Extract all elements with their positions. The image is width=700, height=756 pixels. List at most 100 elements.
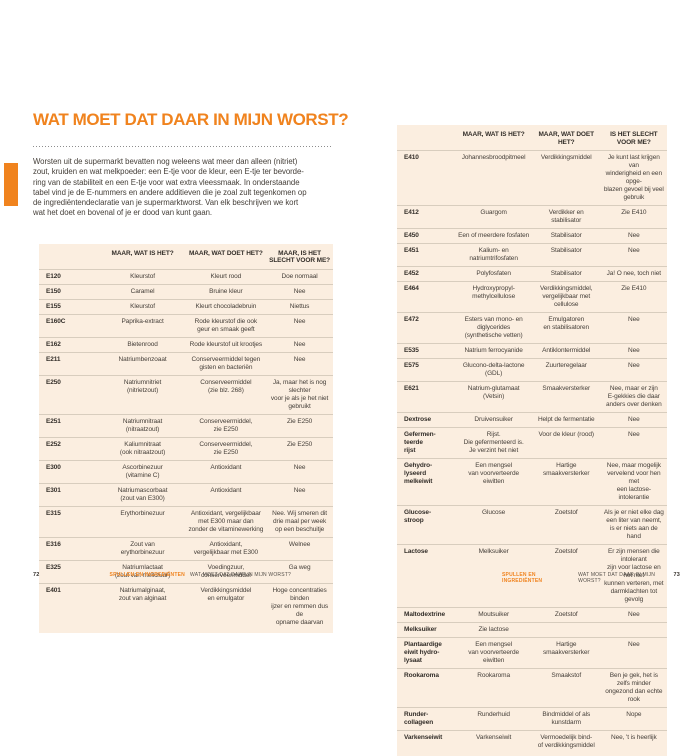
- additive-name-cell: Melksuiker: [397, 623, 455, 638]
- left-page: WAT MOET DAT DAAR IN MIJN WORST? Worsten…: [33, 110, 333, 633]
- table-cell: Guargom: [455, 206, 531, 229]
- additive-name-cell: Plantaardige eiwit hydro- lysaat: [397, 638, 455, 669]
- table-cell: Antioxidant, vergelijkbaar met E300 maar…: [186, 506, 267, 537]
- table-cell: Zie E410: [601, 282, 667, 313]
- table-cell: Natriumnitraat (nitraatzout): [100, 414, 186, 437]
- additive-name-cell: Dextrose: [397, 413, 455, 428]
- additive-name-cell: E162: [39, 337, 100, 352]
- additive-name-cell: E155: [39, 299, 100, 314]
- table-cell: Verdikkingsmiddel: [532, 151, 601, 206]
- table-cell: Antioxidant: [186, 483, 267, 506]
- additive-name-cell: E621: [397, 382, 455, 413]
- table-cell: Nee: [601, 244, 667, 267]
- column-header: IS HET SLECHT VOOR ME?: [601, 125, 667, 151]
- page-number: 72: [33, 572, 40, 578]
- table-cell: Nee: [266, 284, 333, 299]
- table-cell: Natriumnitriet (nitrietzout): [100, 375, 186, 414]
- table-cell: Varkenseiwit: [455, 731, 531, 756]
- footer-chapter-label: WAT MOET DAT DAAR IN MIJN WORST?: [578, 572, 673, 584]
- additive-name-cell: Rookaroma: [397, 669, 455, 708]
- table-cell: Verdikker en stabilisator: [532, 206, 601, 229]
- additive-name-cell: E451: [397, 244, 455, 267]
- additives-table-right: MAAR, WAT IS HET?MAAR, WAT DOET HET?IS H…: [397, 125, 667, 756]
- additive-name-cell: E450: [397, 229, 455, 244]
- table-cell: Natriumascorbaat (zout van E300): [100, 483, 186, 506]
- table-cell: Helpt de fermentatie: [532, 413, 601, 428]
- table-cell: Nope: [601, 708, 667, 731]
- table-cell: Glucose: [455, 506, 531, 545]
- table-cell: Een of meerdere fosfaten: [455, 229, 531, 244]
- table-cell: Erythorbinezuur: [100, 506, 186, 537]
- column-header: MAAR, WAT IS HET?: [100, 244, 186, 270]
- right-page: MAAR, WAT IS HET?MAAR, WAT DOET HET?IS H…: [397, 125, 667, 756]
- column-header: [39, 244, 100, 270]
- table-cell: Paprika-extract: [100, 314, 186, 337]
- table-cell: Nee: [601, 413, 667, 428]
- table-cell: Nee: [266, 337, 333, 352]
- footer-section-label: SPULLEN EN INGREDIËNTEN: [502, 572, 573, 584]
- additive-name-cell: Maltodextrine: [397, 608, 455, 623]
- footer-section-label: SPULLEN EN INGREDIËNTEN: [110, 572, 185, 578]
- table-cell: Esters van mono- en diglycerides (synthe…: [455, 313, 531, 344]
- table-cell: Verdikkingsmiddel, vergelijkbaar met cel…: [532, 282, 601, 313]
- table-cell: Glucono-delta-lactone (GDL): [455, 359, 531, 382]
- table-cell: Nee, maar er zijn E-gekkies die daar and…: [601, 382, 667, 413]
- table-cell: Rijst. Die gefermenteerd is. Je verzint …: [455, 428, 531, 459]
- additive-name-cell: Varkenseiwit: [397, 731, 455, 756]
- column-header: MAAR, IS HET SLECHT VOOR ME?: [266, 244, 333, 270]
- table-cell: Smaakstof: [532, 669, 601, 708]
- table-cell: Runderhuid: [455, 708, 531, 731]
- table-cell: Druivensuiker: [455, 413, 531, 428]
- table-cell: [601, 623, 667, 638]
- page-number: 73: [673, 572, 680, 578]
- table-cell: Johannesbroodpitmeel: [455, 151, 531, 206]
- table-cell: Conserveermiddel tegen gisten en bacteri…: [186, 352, 267, 375]
- additive-name-cell: E535: [397, 344, 455, 359]
- additive-name-cell: E575: [397, 359, 455, 382]
- table-cell: Natriumalginaat, zout van alginaat: [100, 583, 186, 633]
- table-cell: Zuurteregelaar: [532, 359, 601, 382]
- table-cell: Kaliumnitraat (ook nitraatzout): [100, 437, 186, 460]
- table-cell: Rode kleurstof uit krootjes: [186, 337, 267, 352]
- table-cell: Je kunt last krijgen van winderigheid en…: [601, 151, 667, 206]
- footer-chapter-label: WAT MOET DAT DAAR IN MIJN WORST?: [190, 572, 291, 578]
- table-cell: Nee: [601, 313, 667, 344]
- additive-name-cell: Runder- collageen: [397, 708, 455, 731]
- table-cell: Voor de kleur (rood): [532, 428, 601, 459]
- additive-name-cell: E472: [397, 313, 455, 344]
- additive-name-cell: E300: [39, 460, 100, 483]
- intro-paragraph: Worsten uit de supermarkt bevatten nog w…: [33, 157, 333, 219]
- table-header-row: MAAR, WAT IS HET?MAAR, WAT DOET HET?IS H…: [397, 125, 667, 151]
- table-cell: Als je er niet elke dag een liter van ne…: [601, 506, 667, 545]
- table-cell: Nee: [266, 460, 333, 483]
- column-header: MAAR, WAT DOET HET?: [532, 125, 601, 151]
- table-cell: Natrium ferrocyanide: [455, 344, 531, 359]
- table-cell: Emulgatoren en stabilisatoren: [532, 313, 601, 344]
- table-cell: Ja, maar het is nog slechter voor je als…: [266, 375, 333, 414]
- table-cell: [532, 623, 601, 638]
- table-cell: Bindmiddel of als kunstdarm: [532, 708, 601, 731]
- table-cell: Stabilisator: [532, 267, 601, 282]
- table-cell: Vermoedelijk bind- of verdikkingsmiddel: [532, 731, 601, 756]
- table-cell: Rode kleurstof die ook geur en smaak gee…: [186, 314, 267, 337]
- table-cell: Kalium- en natriumtrifosfaten: [455, 244, 531, 267]
- table-cell: Ben je gek, het is zelfs minder ongezond…: [601, 669, 667, 708]
- table-cell: Caramel: [100, 284, 186, 299]
